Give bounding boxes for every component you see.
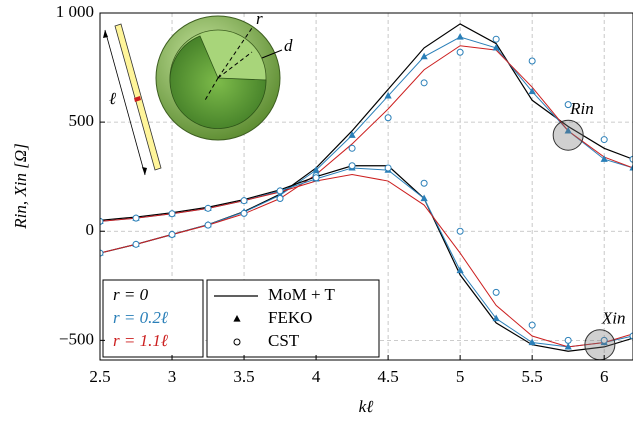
- circle-marker: [348, 144, 356, 152]
- series-line: [100, 45, 633, 254]
- circle-marker: [348, 162, 356, 170]
- x-tick-label: 4.5: [377, 367, 398, 386]
- highlight: [552, 119, 584, 151]
- core-cut: [169, 35, 267, 129]
- circle-marker: [168, 210, 176, 218]
- legend-label: r = 1.1ℓ: [113, 331, 168, 350]
- circle-marker: [492, 35, 500, 43]
- circle-marker: [564, 336, 572, 344]
- triangle-marker: [492, 314, 500, 322]
- x-axis-label: kℓ: [359, 397, 374, 416]
- plot-area: [100, 23, 633, 360]
- legend-box: [102, 279, 204, 358]
- triangle-marker: [420, 52, 428, 60]
- y-tick-label: 0: [86, 220, 95, 239]
- legend-label: r = 0: [113, 285, 149, 304]
- x-tick-label: 5: [456, 367, 465, 386]
- triangle-marker: [492, 43, 500, 51]
- circle-marker: [629, 332, 633, 340]
- circle-marker: [528, 321, 536, 329]
- circle-marker: [564, 101, 572, 109]
- circle-marker: [384, 114, 392, 122]
- y-axis-label: Rin, Xin [Ω]: [11, 143, 30, 230]
- circle-marker: [600, 336, 608, 344]
- circle-marker: [456, 48, 464, 56]
- circle-marker: [204, 204, 212, 212]
- triangle-marker: [528, 338, 536, 346]
- circle-marker: [100, 217, 104, 225]
- x-tick-label: 3: [168, 367, 177, 386]
- x-tick-label: 4: [312, 367, 321, 386]
- x-tick-label: 2.5: [89, 367, 110, 386]
- triangle-marker: [233, 315, 241, 322]
- circle-marker: [600, 136, 608, 144]
- circle-marker: [528, 57, 536, 65]
- thickness-d: [261, 49, 283, 59]
- triangle-marker: [384, 91, 392, 99]
- triangle-marker: [564, 342, 572, 350]
- triangle-marker: [456, 33, 464, 40]
- radius-lines: [203, 51, 253, 103]
- triangle-marker: [348, 131, 356, 138]
- series-line: [100, 165, 633, 352]
- triangle-marker: [564, 126, 572, 134]
- circle-marker: [456, 227, 464, 235]
- triangle-marker: [456, 266, 464, 274]
- y-tick-label: 500: [69, 111, 95, 130]
- triangle-marker: [600, 155, 608, 162]
- circle-marker: [492, 288, 500, 296]
- legend: MoM + T FEKO CST: [206, 279, 380, 358]
- annotation: Xin: [601, 309, 626, 328]
- legend-label: FEKO: [268, 308, 312, 327]
- series-line: [100, 173, 633, 348]
- circle-marker: [240, 197, 248, 205]
- legend-label: r = 0.2ℓ: [113, 308, 168, 327]
- legend: r = 0 r = 0.2ℓ r = 1.1ℓ: [102, 279, 204, 358]
- circle-marker: [629, 155, 633, 163]
- feed: [134, 96, 141, 102]
- plot-frame: [99, 12, 633, 361]
- x-tick-label: 6: [600, 367, 609, 386]
- y-tick-label: 1 000: [56, 2, 94, 21]
- circle-marker: [312, 174, 320, 182]
- triangle-marker: [420, 194, 428, 202]
- arrow-head: [142, 167, 147, 175]
- arrow-head: [103, 30, 108, 38]
- triangle-marker: [629, 163, 633, 171]
- annotation: Rin: [569, 99, 594, 118]
- x-tick-label: 5.5: [522, 367, 543, 386]
- circle-marker: [132, 214, 140, 222]
- circle-marker: [420, 79, 428, 87]
- circle-marker: [100, 249, 104, 257]
- circle-marker: [420, 179, 428, 187]
- x-tick-label: 3.5: [233, 367, 254, 386]
- y-tick-label: −500: [59, 329, 94, 348]
- highlight: [584, 329, 616, 360]
- length-arrow: [104, 29, 146, 176]
- triangle-marker: [528, 87, 536, 95]
- inset-illustration: ℓ r d: [103, 9, 293, 176]
- annotation: d: [284, 36, 293, 55]
- circle-marker: [168, 231, 176, 239]
- annotation: ℓ: [109, 89, 116, 108]
- circle-marker: [276, 187, 284, 195]
- triangle-marker: [312, 166, 320, 173]
- circle-marker: [240, 209, 248, 217]
- legend-label: CST: [268, 331, 300, 350]
- circle-marker: [276, 195, 284, 203]
- legend-label: MoM + T: [268, 285, 336, 304]
- circle-marker: [233, 338, 241, 346]
- circle-marker: [204, 221, 212, 229]
- radius-r: [217, 27, 253, 79]
- annotation: r: [256, 9, 263, 28]
- circle-marker: [132, 240, 140, 248]
- circle-marker: [384, 164, 392, 172]
